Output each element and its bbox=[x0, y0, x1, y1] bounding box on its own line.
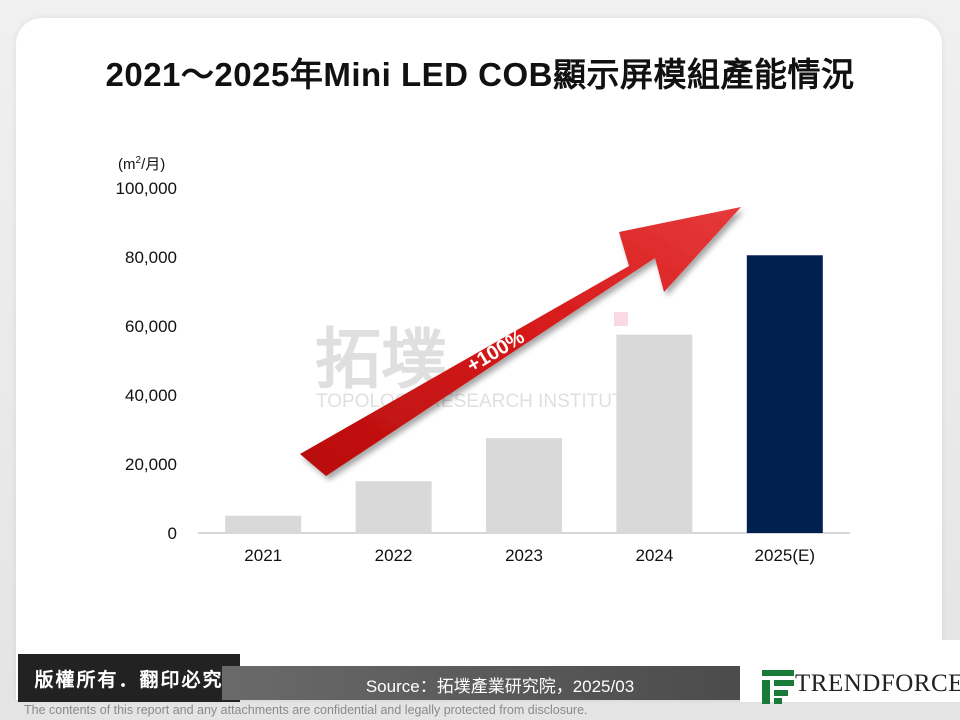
bars bbox=[225, 255, 823, 533]
watermark-en: TOPOLOGY RESEARCH INSTITUTE bbox=[316, 391, 636, 412]
bar-2023 bbox=[486, 438, 562, 533]
growth-label: +100% bbox=[463, 326, 528, 377]
x-tick-label: 2021 bbox=[244, 546, 282, 565]
watermark-mark bbox=[614, 312, 628, 326]
x-tick-label: 2022 bbox=[375, 546, 413, 565]
y-tick-label: 40,000 bbox=[125, 386, 177, 405]
x-tick-label: 2024 bbox=[635, 546, 673, 565]
y-tick-label: 60,000 bbox=[125, 317, 177, 336]
disclaimer: The contents of this report and any atta… bbox=[24, 703, 588, 717]
bar-2022 bbox=[355, 481, 432, 533]
x-tick-label: 2023 bbox=[505, 546, 543, 565]
chart-title: 2021～2025年Mini LED COB顯示屏模組產能情況 bbox=[105, 56, 855, 93]
y-axis-unit: (m2/月) bbox=[118, 155, 165, 173]
copyright-notice: 版權所有．翻印必究 bbox=[18, 654, 240, 702]
labels: 0 20,000 40,000 60,000 80,000 100,000 (m2/月) 20… bbox=[116, 155, 815, 565]
bar-2024 bbox=[616, 334, 693, 533]
logo-area bbox=[740, 640, 960, 704]
trendforce-logo-text: TRENDFORCE bbox=[795, 670, 960, 697]
y-tick-label: 100,000 bbox=[116, 179, 177, 198]
y-tick-label: 0 bbox=[168, 524, 177, 543]
bar-2021 bbox=[225, 515, 302, 533]
x-tick-label: 2025(E) bbox=[755, 546, 815, 565]
y-tick-label: 20,000 bbox=[125, 455, 177, 474]
source-bar bbox=[222, 666, 762, 700]
growth-arrow-shape bbox=[300, 207, 741, 476]
trendforce-logo-icon bbox=[762, 670, 794, 704]
source-text: Source：拓墣產業研究院，2025/03 bbox=[365, 677, 635, 696]
bar-2025(E) bbox=[746, 255, 823, 533]
y-tick-label: 80,000 bbox=[125, 248, 177, 267]
